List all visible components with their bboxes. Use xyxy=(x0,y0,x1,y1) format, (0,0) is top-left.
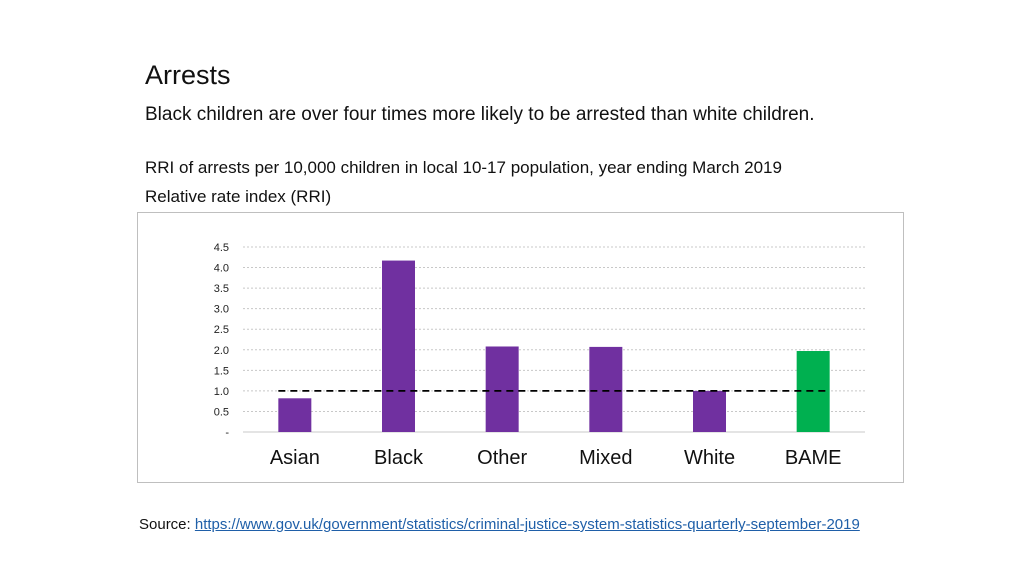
source-line: Source: https://www.gov.uk/government/st… xyxy=(139,516,860,533)
page-title: Arrests xyxy=(145,60,231,90)
y-tick-label: 4.5 xyxy=(214,242,229,254)
source-label: Source: xyxy=(139,516,195,533)
x-tick-label: Mixed xyxy=(579,447,632,469)
x-tick-label: Asian xyxy=(270,447,320,469)
bar-white xyxy=(693,390,726,432)
chart-frame: - 0.5 1.0 1.5 2.0 2.5 3.0 3.5 4.0 4.5 Asian Black Ot… xyxy=(137,212,904,483)
bar-other xyxy=(485,346,519,432)
x-tick-label: BAME xyxy=(785,447,842,469)
bar-black xyxy=(382,260,415,432)
y-tick-label: 0.5 xyxy=(214,406,229,418)
y-tick-label: 2.5 xyxy=(214,324,229,336)
y-tick-label: 4.0 xyxy=(214,263,229,275)
x-tick-label: Black xyxy=(374,447,424,469)
bar-mixed xyxy=(589,346,623,432)
x-tick-label: White xyxy=(684,447,735,469)
y-tick-label: 1.5 xyxy=(214,365,229,377)
y-tick-label: 1.0 xyxy=(214,386,229,398)
y-tick-label: 3.5 xyxy=(214,283,229,295)
y-tick-label: - xyxy=(225,427,229,439)
y-tick-label: 2.0 xyxy=(214,345,229,357)
page-subtitle: Black children are over four times more … xyxy=(145,104,815,125)
chart-caption: RRI of arrests per 10,000 children in lo… xyxy=(145,158,782,177)
bar-chart: - 0.5 1.0 1.5 2.0 2.5 3.0 3.5 4.0 4.5 Asian Black Ot… xyxy=(214,242,865,469)
bar-asian xyxy=(278,398,312,432)
x-tick-label: Other xyxy=(477,447,527,469)
source-link[interactable]: https://www.gov.uk/government/statistics… xyxy=(194,516,860,533)
y-tick-label: 3.0 xyxy=(214,304,229,316)
chart-axis-caption: Relative rate index (RRI) xyxy=(145,187,332,206)
